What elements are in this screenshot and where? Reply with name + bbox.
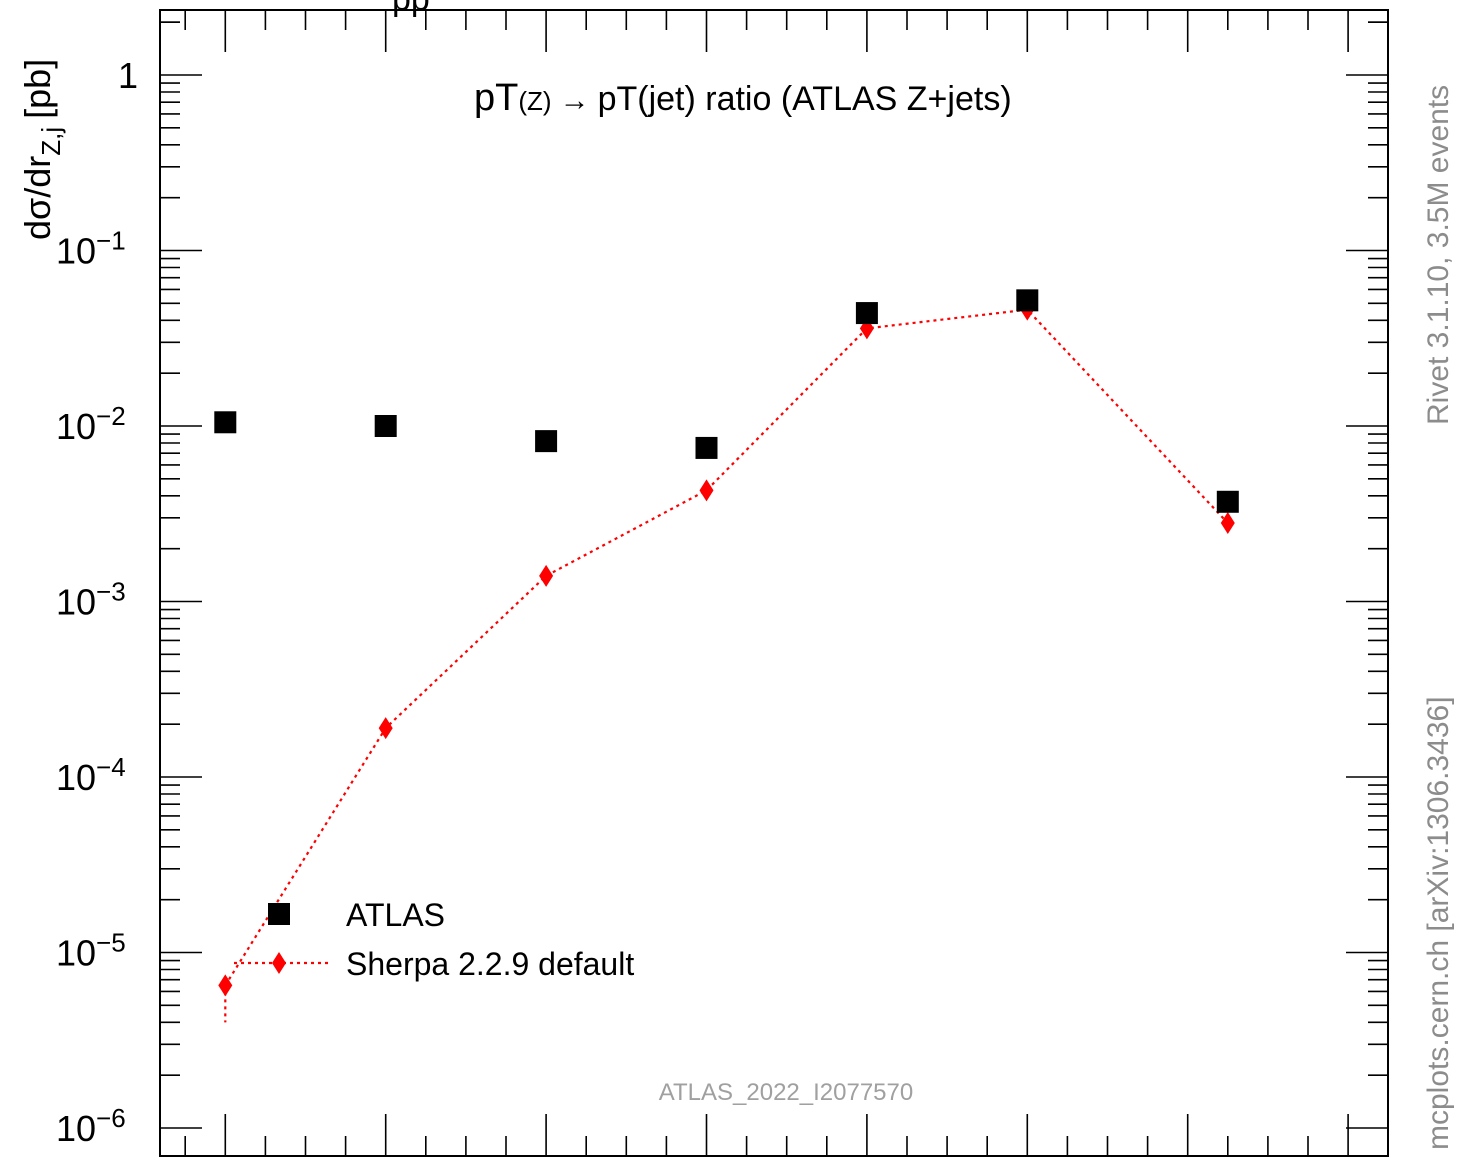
legend-marker-atlas: [268, 903, 290, 925]
y-tick-label: 10−5: [56, 928, 126, 974]
y-axis-label: dσ/drZ,j [pb]: [17, 59, 66, 240]
atlas-point: [214, 411, 237, 434]
side-label-mcplots: mcplots.cern.ch [arXiv:1306.3436]: [1422, 696, 1455, 1150]
series-sherpa: [218, 298, 1235, 1023]
title-main: pT: [474, 77, 518, 119]
legend-label-sherpa: Sherpa 2.2.9 default: [346, 946, 634, 982]
y-tick-label: 10−1: [56, 226, 126, 272]
sherpa-point: [539, 564, 554, 587]
atlas-point: [695, 436, 718, 459]
y-tick-label: 10−2: [56, 401, 126, 447]
plot-frame: [159, 9, 1389, 1157]
legend: ATLAS Sherpa 2.2.9 default: [234, 897, 634, 982]
legend-label-atlas: ATLAS: [346, 897, 445, 933]
ylabel-main: dσ/dr: [17, 156, 58, 240]
chart-title: pT(Z) → pT(jet) ratio (ATLAS Z+jets): [474, 77, 1012, 119]
title-arrow: →: [560, 84, 590, 117]
ylabel-sub: Z,j: [36, 127, 66, 156]
atlas-point: [374, 415, 397, 437]
atlas-point: [1016, 289, 1039, 312]
sherpa-point: [699, 479, 714, 502]
side-label-rivet: Rivet 3.1.10, 3.5M events: [1422, 85, 1455, 425]
atlas-point: [855, 302, 878, 325]
title-paren: (Z): [518, 86, 551, 116]
sherpa-point: [378, 717, 393, 740]
legend-marker-sherpa: [272, 952, 286, 974]
series-atlas: [214, 289, 1239, 513]
sherpa-point: [1220, 512, 1235, 535]
y-tick-label: 10−3: [56, 577, 126, 623]
sherpa-line: [224, 308, 1229, 986]
atlas-point: [1216, 490, 1239, 513]
y-tick-label: 1: [118, 55, 138, 96]
y-tick-labels: 1 10−1 10−2 10−3 10−4 10−5 10−6: [56, 55, 138, 1149]
y-tick-label: 10−4: [56, 752, 126, 798]
atlas-point: [535, 430, 558, 453]
analysis-watermark: ATLAS_2022_I2077570: [659, 1079, 913, 1106]
sherpa-point: [218, 974, 233, 997]
axis-ticks: [160, 10, 1388, 1156]
y-tick-label: 10−6: [56, 1103, 126, 1149]
title-rest: pT(jet) ratio (ATLAS Z+jets): [598, 80, 1012, 118]
ylabel-unit: [pb]: [17, 59, 58, 119]
